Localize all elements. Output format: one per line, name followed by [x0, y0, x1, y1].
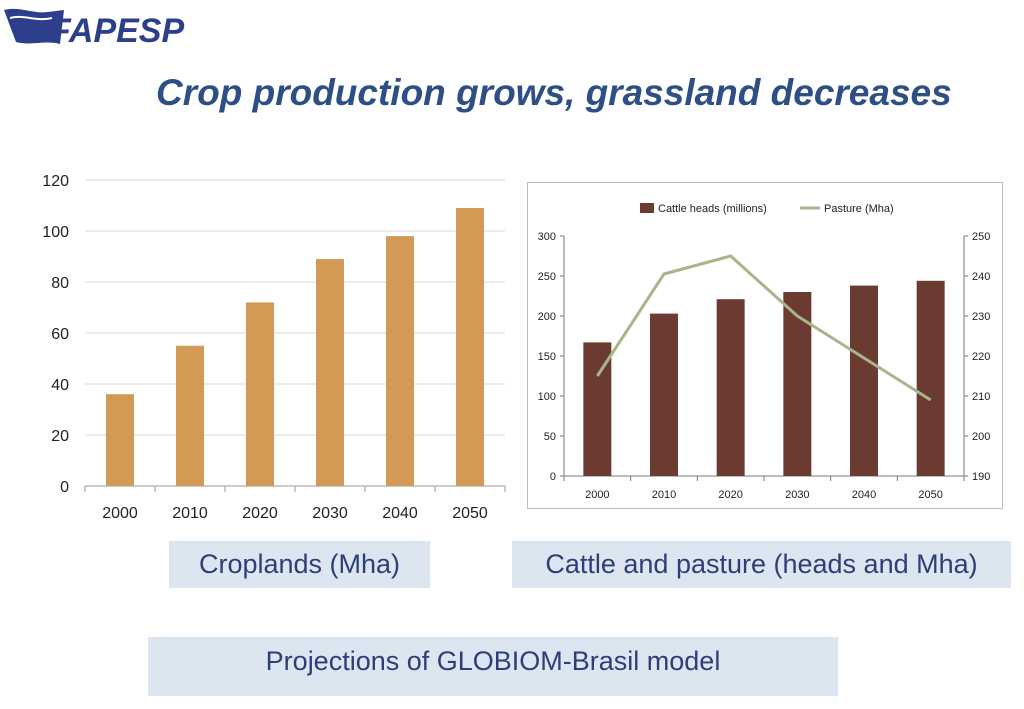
cattle-bar [716, 299, 745, 476]
y-left-tick-label: 50 [544, 431, 556, 443]
caption-croplands: Croplands (Mha) [169, 541, 430, 588]
bar [106, 394, 134, 486]
legend-swatch-cattle [640, 203, 654, 213]
cattle-bar [850, 285, 878, 476]
caption-cattle-pasture: Cattle and pasture (heads and Mha) [512, 541, 1011, 588]
x-tick-label: 2000 [102, 505, 138, 522]
bar [386, 236, 414, 486]
x-tick-label: 2050 [452, 505, 488, 522]
cattle-bar [783, 292, 812, 476]
y-tick-label: 80 [51, 275, 69, 292]
caption-projections: Projections of GLOBIOM-Brasil model [148, 637, 838, 696]
y-tick-label: 60 [51, 326, 69, 343]
cattle-bar [583, 342, 612, 476]
bar [316, 259, 344, 486]
legend-label-pasture: Pasture (Mha) [824, 203, 894, 215]
y-left-tick-label: 300 [538, 231, 556, 243]
x-tick-label: 2050 [918, 489, 942, 501]
x-tick-label: 2020 [718, 489, 742, 501]
x-tick-label: 2040 [852, 489, 876, 501]
cattle-pasture-chart: 0 50 100 150 200 250 300 190 200 210 220 230 240 250 2… [538, 203, 990, 501]
bar [176, 345, 204, 486]
legend-label-cattle: Cattle heads (millions) [658, 203, 767, 215]
y-right-tick-label: 200 [972, 431, 990, 443]
y-left-tick-label: 0 [550, 471, 556, 483]
x-tick-label: 2030 [785, 489, 809, 501]
y-tick-label: 40 [51, 377, 69, 394]
y-right-tick-label: 250 [972, 231, 990, 243]
y-left-tick-label: 250 [538, 271, 556, 283]
y-tick-label: 20 [51, 428, 69, 445]
y-right-tick-label: 220 [972, 351, 990, 363]
x-tick-label: 2020 [242, 505, 278, 522]
y-right-tick-label: 230 [972, 311, 990, 323]
bar [246, 302, 274, 486]
fapesp-logo: FAPESP [4, 8, 184, 48]
cattle-pasture-chart-frame: 0 50 100 150 200 250 300 190 200 210 220 230 240 250 2… [527, 182, 1003, 509]
cattle-bar [916, 280, 945, 476]
x-tick-label: 2000 [585, 489, 609, 501]
logo-text: FAPESP [50, 12, 184, 48]
pasture-line [596, 254, 932, 402]
y-tick-label: 120 [42, 173, 69, 190]
y-left-tick-label: 200 [538, 311, 556, 323]
y-right-tick-label: 190 [972, 471, 990, 483]
y-right-tick-label: 210 [972, 391, 990, 403]
x-tick-label: 2040 [382, 505, 418, 522]
x-tick-label: 2010 [172, 505, 208, 522]
page-title: Crop production grows, grassland decreas… [156, 72, 952, 113]
cattle-bar [650, 313, 678, 476]
y-tick-label: 100 [42, 224, 69, 241]
y-right-tick-label: 240 [972, 271, 990, 283]
y-tick-label: 0 [60, 479, 69, 496]
y-left-tick-label: 150 [538, 351, 556, 363]
y-left-tick-label: 100 [538, 391, 556, 403]
x-tick-label: 2010 [652, 489, 676, 501]
bar [456, 208, 484, 487]
x-tick-label: 2030 [312, 505, 348, 522]
